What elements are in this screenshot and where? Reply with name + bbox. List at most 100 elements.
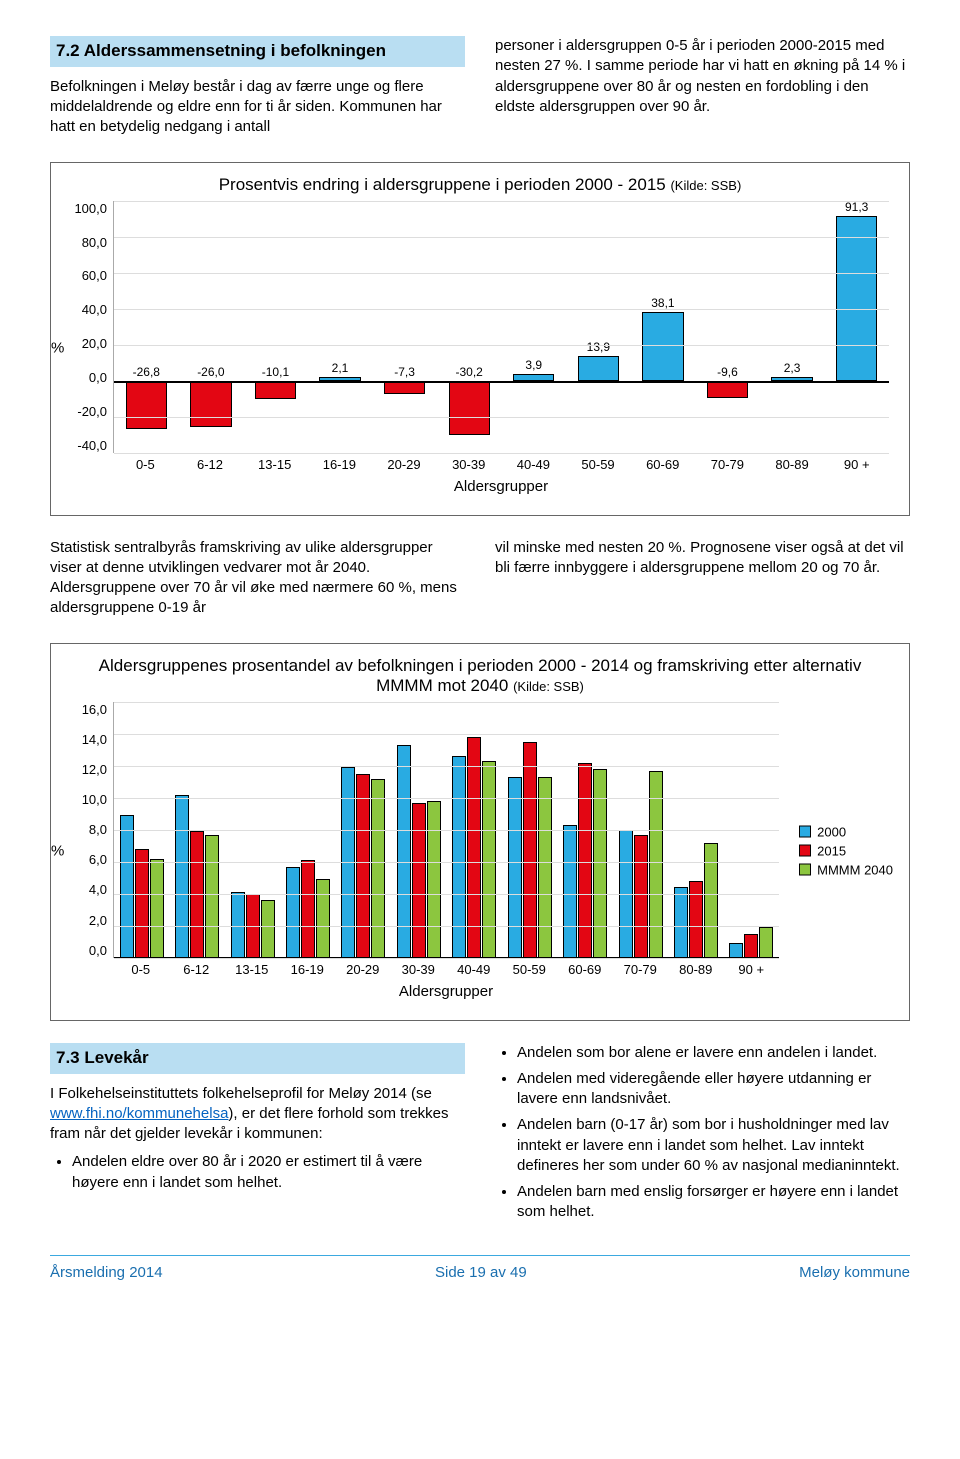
chart1-value-label: 2,1	[308, 361, 373, 375]
chart1-value-label: -26,0	[179, 365, 244, 379]
footer-right: Meløy kommune	[799, 1264, 910, 1281]
footer-center: Side 19 av 49	[435, 1264, 527, 1281]
chart1-value-label: -26,8	[114, 365, 179, 379]
chart-2-xaxis-title: Aldersgrupper	[113, 983, 779, 1000]
chart-2-ylabel: %	[51, 842, 64, 859]
xtick-label: 6-12	[178, 457, 243, 472]
xtick-label: 30-39	[436, 457, 501, 472]
xtick-label: 60-69	[557, 962, 613, 977]
section-7-2-intro: 7.2 Alderssammensetning i befolkningen B…	[50, 36, 910, 138]
chart-1-title-source: (Kilde: SSB)	[670, 178, 741, 193]
xtick-label: 70-79	[613, 962, 669, 977]
chart-1-yticks: 100,080,060,040,020,00,0-20,0-40,0	[71, 201, 113, 453]
xtick-label: 80-89	[760, 457, 825, 472]
chart2-bar	[301, 860, 315, 958]
ytick-label: -40,0	[71, 438, 107, 453]
chart2-bar	[674, 887, 688, 957]
xtick-label: 40-49	[446, 962, 502, 977]
xtick-label: 20-29	[372, 457, 437, 472]
ytick-label: 6,0	[71, 852, 107, 867]
chart-1-xaxis-title: Aldersgrupper	[113, 478, 889, 495]
list-item: Andelen barn (0-17 år) som bor i hushold…	[517, 1115, 910, 1176]
chart2-bar	[135, 849, 149, 958]
chart2-bar	[175, 795, 189, 958]
intro-right-para: personer i aldersgruppen 0-5 år i period…	[495, 36, 910, 117]
left-column: 7.2 Alderssammensetning i befolkningen B…	[50, 36, 465, 138]
section-7-3-intro: I Folkehelseinstituttets folkehelseprofi…	[50, 1084, 465, 1145]
chart-1-area: % 100,080,060,040,020,00,0-20,0-40,0 -26…	[71, 201, 889, 495]
xtick-label: 30-39	[391, 962, 447, 977]
chart2-bar	[759, 927, 773, 957]
chart1-bar	[190, 381, 231, 428]
legend-label: 2015	[817, 843, 846, 858]
ytick-label: 40,0	[71, 302, 107, 317]
chart2-bar	[578, 763, 592, 958]
chart-2-title-source: (Kilde: SSB)	[513, 679, 584, 694]
chart-2-yticks: 16,014,012,010,08,06,04,02,00,0	[71, 702, 113, 958]
xtick-label: 70-79	[695, 457, 760, 472]
xtick-label: 50-59	[566, 457, 631, 472]
chart2-bar	[744, 934, 758, 958]
chart-2: Aldersgruppenes prosentandel av befolkni…	[50, 643, 910, 1021]
xtick-label: 16-19	[307, 457, 372, 472]
ytick-label: 4,0	[71, 882, 107, 897]
list-item: Andelen eldre over 80 år i 2020 er estim…	[72, 1152, 465, 1193]
chart2-bar	[261, 900, 275, 958]
ytick-label: 100,0	[71, 201, 107, 216]
left-bullet-list: Andelen eldre over 80 år i 2020 er estim…	[50, 1152, 465, 1193]
footer: Årsmelding 2014 Side 19 av 49 Meløy komm…	[50, 1255, 910, 1281]
fhi-link[interactable]: www.fhi.no/kommunehelsa	[50, 1105, 228, 1122]
chart1-value-label: -9,6	[695, 365, 760, 379]
xtick-label: 80-89	[668, 962, 724, 977]
xtick-label: 0-5	[113, 962, 169, 977]
mid-left: Statistisk sentralbyrås framskriving av …	[50, 538, 465, 619]
ytick-label: 12,0	[71, 762, 107, 777]
chart1-bar	[126, 381, 167, 429]
legend-swatch	[799, 864, 811, 876]
mid-right: vil minske med nesten 20 %. Prognosene v…	[495, 538, 910, 579]
chart2-bar	[689, 881, 703, 958]
chart-2-xticks: 0-56-1213-1516-1920-2930-3940-4950-5960-…	[113, 962, 779, 977]
chart2-bar	[427, 801, 441, 958]
legend-item: MMMM 2040	[799, 862, 893, 877]
ytick-label: 80,0	[71, 235, 107, 250]
chart1-value-label: -7,3	[372, 365, 437, 379]
chart-1-title: Prosentvis endring i aldersgruppene i pe…	[71, 175, 889, 195]
intro-left-para: Befolkningen i Meløy består i dag av fær…	[50, 77, 465, 138]
legend-item: 2015	[799, 843, 893, 858]
legend-swatch	[799, 826, 811, 838]
chart2-bar	[412, 803, 426, 958]
chart1-bar	[255, 381, 296, 399]
xtick-label: 20-29	[335, 962, 391, 977]
chart2-bar	[120, 815, 134, 957]
ytick-label: 0,0	[71, 370, 107, 385]
chart-2-title-main: Aldersgruppenes prosentandel av befolkni…	[99, 656, 862, 695]
intro-text-a: I Folkehelseinstituttets folkehelseprofi…	[50, 1085, 432, 1102]
ytick-label: 14,0	[71, 732, 107, 747]
chart-1-title-main: Prosentvis endring i aldersgruppene i pe…	[219, 175, 671, 194]
mid-paragraph: Statistisk sentralbyrås framskriving av …	[50, 538, 910, 619]
chart1-value-label: 13,9	[566, 340, 631, 354]
ytick-label: 16,0	[71, 702, 107, 717]
chart-2-area: % 16,014,012,010,08,06,04,02,00,0 0-56-1…	[71, 702, 779, 1000]
ytick-label: 20,0	[71, 336, 107, 351]
chart2-bar	[452, 756, 466, 958]
section-7-3-left: 7.3 Levekår I Folkehelseinstituttets fol…	[50, 1043, 465, 1229]
chart2-bar	[286, 867, 300, 958]
chart2-bar	[356, 774, 370, 958]
xtick-label: 13-15	[242, 457, 307, 472]
legend-label: 2000	[817, 824, 846, 839]
section-7-3-right: Andelen som bor alene er lavere enn ande…	[495, 1043, 910, 1229]
heading-7-3: 7.3 Levekår	[50, 1043, 465, 1074]
chart-2-title: Aldersgruppenes prosentandel av befolkni…	[71, 656, 889, 696]
chart-1-ylabel: %	[51, 339, 64, 356]
chart-1-plot: -26,8-26,0-10,12,1-7,3-30,23,913,938,1-9…	[113, 201, 889, 453]
heading-7-2: 7.2 Alderssammensetning i befolkningen	[50, 36, 465, 67]
xtick-label: 60-69	[630, 457, 695, 472]
xtick-label: 90 +	[724, 962, 780, 977]
right-bullet-list: Andelen som bor alene er lavere enn ande…	[495, 1043, 910, 1223]
chart1-value-label: 91,3	[824, 200, 889, 214]
legend-swatch	[799, 845, 811, 857]
ytick-label: -20,0	[71, 404, 107, 419]
chart-1-xticks: 0-56-1213-1516-1920-2930-3940-4950-5960-…	[113, 457, 889, 472]
